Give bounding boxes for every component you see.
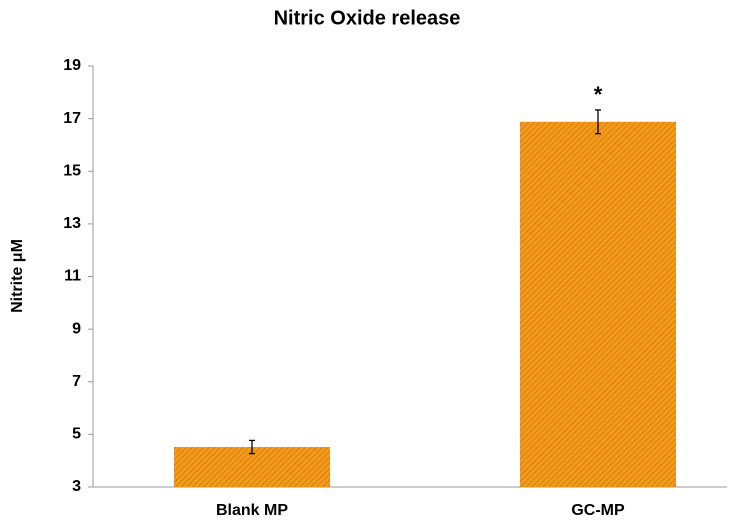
y-tick-label: 19	[63, 57, 81, 74]
x-tick-label: Blank MP	[216, 502, 288, 519]
y-tick-label: 17	[63, 110, 81, 127]
bar	[520, 121, 676, 487]
x-tick-label: GC-MP	[571, 502, 625, 519]
y-tick-label: 7	[72, 373, 81, 390]
chart-title: Nitric Oxide release	[274, 7, 461, 29]
y-axis-label: Nitrite μM	[9, 239, 26, 313]
annotation: *	[594, 82, 603, 107]
y-tick-label: 11	[64, 268, 81, 285]
y-tick-label: 5	[72, 426, 81, 443]
y-tick-label: 13	[63, 215, 81, 232]
y-tick-label: 15	[63, 162, 81, 179]
y-tick-label: 3	[72, 478, 81, 495]
y-tick-label: 9	[72, 320, 81, 337]
